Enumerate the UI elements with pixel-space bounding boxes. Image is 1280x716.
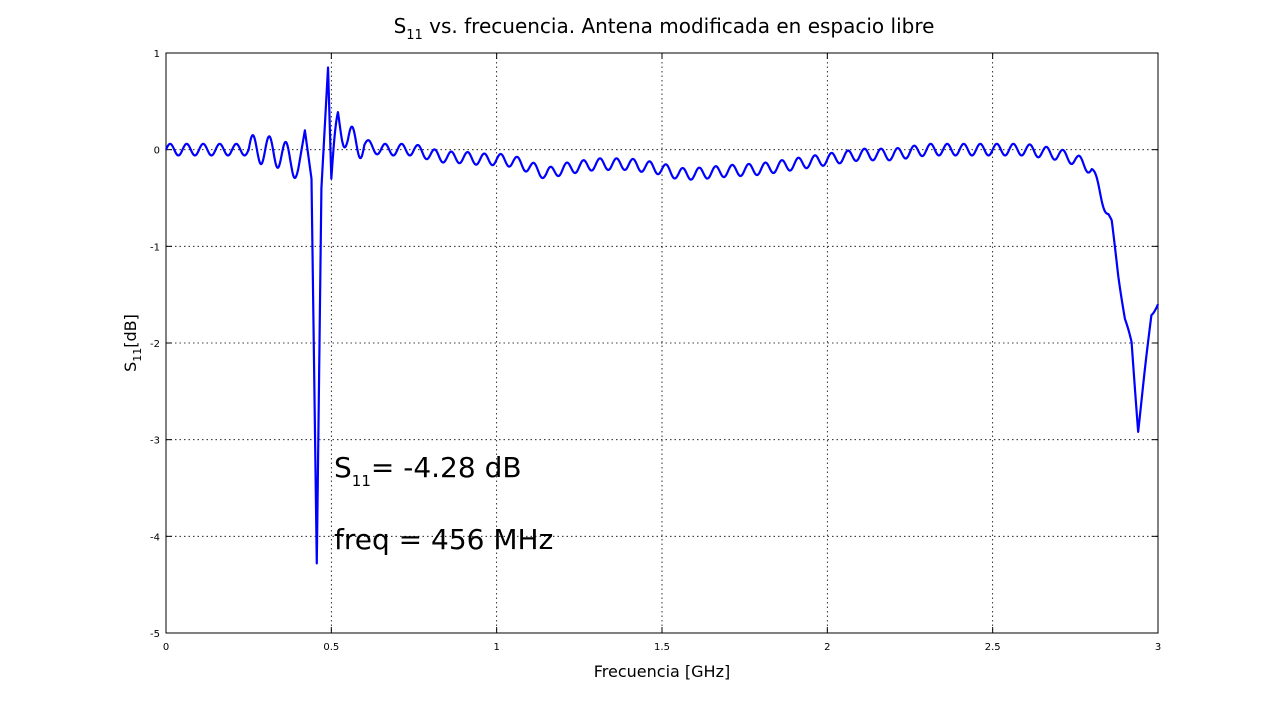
chart-title-main: S <box>394 14 407 38</box>
x-tick-label: 3 <box>1155 642 1161 653</box>
x-tick-label: 2.5 <box>985 642 1001 653</box>
y-axis-label-main: S <box>121 362 140 372</box>
y-tick-label: -4 <box>150 532 160 543</box>
x-tick-label: 2 <box>824 642 830 653</box>
series-line <box>164 66 1160 565</box>
y-tick-label: 0 <box>154 146 160 157</box>
annotation-s11-sub: 11 <box>352 472 371 490</box>
y-tick-label: -1 <box>150 242 160 253</box>
y-tick-label: -5 <box>150 629 160 640</box>
chart-title-rest: vs. frecuencia. Antena modificada en esp… <box>423 14 935 38</box>
x-axis-label: Frecuencia [GHz] <box>594 662 730 681</box>
plot-area <box>164 66 1160 565</box>
x-tick-label: 1.5 <box>654 642 670 653</box>
x-tick-label: 1 <box>493 642 499 653</box>
y-tick-label: 1 <box>154 49 160 60</box>
annotation-s11-main: S <box>334 451 352 484</box>
annotation-s11: S11= -4.28 dB <box>334 451 522 490</box>
y-tick-label: -2 <box>150 339 160 350</box>
annotation-s11-rest: = -4.28 dB <box>371 451 522 484</box>
grid-lines <box>166 53 1158 633</box>
y-tick-label: -3 <box>150 436 160 447</box>
chart-title: S11 vs. frecuencia. Antena modificada en… <box>394 14 935 43</box>
tick-labels: 0 0.5 1 1.5 2 2.5 3 1 0 -1 -2 -3 -4 -5 <box>150 49 1161 653</box>
annotation-freq: freq = 456 MHz <box>334 523 553 556</box>
x-tick-label: 0 <box>163 642 169 653</box>
x-tick-label: 0.5 <box>323 642 339 653</box>
y-axis-label-rest: [dB] <box>121 314 140 348</box>
plot-frame <box>165 52 1159 634</box>
chart-title-sub: 11 <box>406 28 423 43</box>
y-axis-label: S11[dB] <box>121 314 144 372</box>
y-axis-label-sub: 11 <box>131 348 144 362</box>
